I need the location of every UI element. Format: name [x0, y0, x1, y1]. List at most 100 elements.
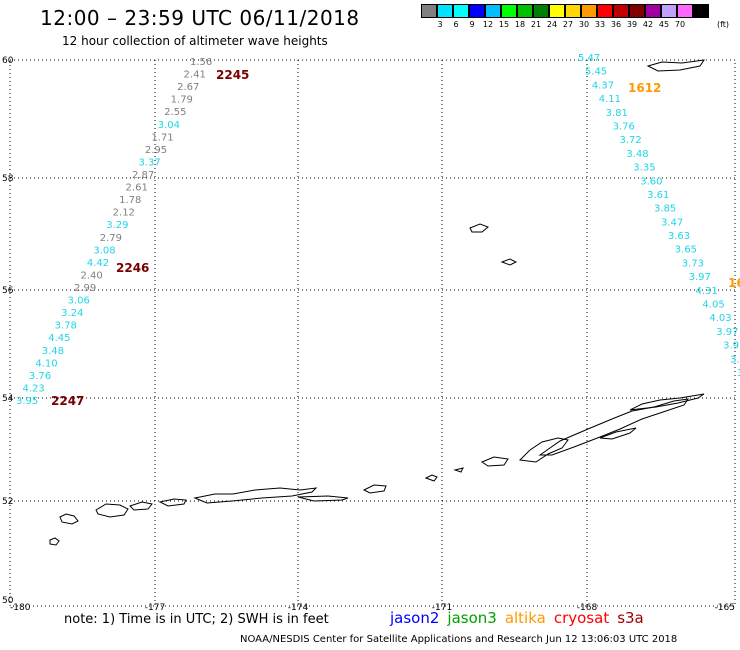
time-label: 16	[728, 276, 740, 290]
color-legend-label: 3	[437, 20, 443, 29]
wave-height-value: 1.78	[119, 195, 141, 206]
wave-height-value: 3.61	[647, 190, 669, 201]
wave-height-value: 3.60	[640, 176, 662, 187]
color-legend-label: 9	[469, 20, 475, 29]
color-swatch	[501, 4, 517, 18]
wave-height-value: 4.31	[696, 286, 718, 297]
color-swatch	[629, 4, 645, 18]
wave-height-value: 3.76	[613, 121, 635, 132]
time-labels: 2245 2246 2247 1612 16	[51, 68, 740, 408]
wave-height-value: 3.85	[654, 204, 676, 215]
wave-height-value: 4.05	[702, 300, 724, 311]
color-swatch	[517, 4, 533, 18]
color-legend-label: 33	[594, 20, 606, 29]
satellite-name: jason2	[390, 609, 440, 627]
color-legend-label: 70	[674, 20, 686, 29]
wave-height-value: 2.55	[164, 107, 186, 118]
longitude-label: -171	[432, 603, 452, 613]
wave-height-value: 3.97	[689, 272, 711, 283]
color-legend-swatches	[421, 4, 709, 18]
wave-height-value: 4.37	[592, 80, 614, 91]
longitude-label: -180	[10, 603, 31, 613]
wave-height-value: 3.65	[675, 245, 697, 256]
wave-height-value: 3.35	[633, 163, 655, 174]
wave-height-value: 3.04	[158, 120, 180, 131]
wave-height-value: 3.97	[716, 327, 738, 338]
color-legend-label: 6	[453, 20, 459, 29]
wave-height-value: 3.72	[619, 135, 641, 146]
color-legend-label: 12	[482, 20, 494, 29]
wave-height-value: 2.67	[177, 82, 199, 93]
color-swatch	[485, 4, 501, 18]
wave-height-value: 3.73	[682, 258, 704, 269]
coastline	[49, 59, 706, 546]
wave-height-value: 4.23	[22, 383, 44, 394]
color-legend-label: 27	[562, 20, 574, 29]
color-swatch	[613, 4, 629, 18]
wave-height-value: 3.95	[16, 396, 38, 407]
wave-height-value: 4.03	[709, 313, 731, 324]
color-legend-label: 18	[514, 20, 526, 29]
color-swatch	[453, 4, 469, 18]
color-swatch	[677, 4, 693, 18]
wave-height-value: 1.56	[190, 57, 212, 68]
longitude-label: -177	[145, 603, 165, 613]
latitude-label: 60	[2, 56, 14, 66]
wave-height-value: 2.87	[132, 170, 154, 181]
wave-height-value: 3.63	[668, 231, 690, 242]
wave-height-value: 3.76	[29, 371, 51, 382]
wave-height-value: 2.12	[113, 208, 135, 219]
color-legend-label: 15	[498, 20, 510, 29]
graticule	[9, 59, 736, 607]
longitude-label: -174	[288, 603, 309, 613]
satellite-name: s3a	[617, 609, 644, 627]
color-legend-label: 39	[626, 20, 638, 29]
axis-labels: 60 58 56 54 52 50-180 -177 -174 -171 -168 -165	[2, 56, 735, 613]
time-label: 2246	[116, 261, 149, 275]
time-label: 2247	[51, 394, 84, 408]
wave-height-value: 3.48	[42, 346, 64, 357]
wave-height-value: 2.79	[100, 233, 122, 244]
latitude-label: 54	[2, 394, 14, 404]
color-legend-label: 24	[546, 20, 558, 29]
color-swatch	[549, 4, 565, 18]
satellite-track-west: 1.56 2.412.67 1.792.55 3.041.71 2.953.37 2.87…	[16, 57, 212, 407]
color-swatch	[693, 4, 709, 18]
wave-height-value: 3.48	[626, 149, 648, 160]
wave-height-value: 2.95	[145, 145, 167, 156]
color-swatch	[533, 4, 549, 18]
wave-height-value: 3.08	[93, 245, 115, 256]
wave-height-value: 2.61	[126, 183, 148, 194]
color-swatch	[597, 4, 613, 18]
color-legend-labels: 3 6 9 12 15 18 21 24 27 30 33 36 39 42 45 70	[421, 18, 709, 30]
wave-height-value: 1.71	[151, 132, 173, 143]
color-swatch	[661, 4, 677, 18]
latitude-label: 52	[2, 497, 13, 507]
wave-height-value: 4.42	[87, 258, 109, 269]
latitude-label: 56	[2, 286, 14, 296]
page-title: 12:00 – 23:59 UTC 06/11/2018	[40, 6, 360, 30]
wave-height-value: 3.9	[723, 341, 739, 352]
color-legend-label: 36	[610, 20, 622, 29]
wave-height-value: 5.47	[578, 53, 600, 64]
wave-height-value: 3.37	[138, 157, 160, 168]
wave-height-value: 4.45	[48, 333, 70, 344]
credit-line: NOAA/NESDIS Center for Satellite Applica…	[240, 634, 678, 645]
satellite-name: altika	[504, 609, 546, 627]
time-label: 2245	[216, 68, 249, 82]
longitude-label: -168	[577, 603, 598, 613]
latitude-label: 58	[2, 174, 14, 184]
footer-note: note: 1) Time is in UTC; 2) SWH is in fe…	[64, 612, 329, 627]
color-legend: 3 6 9 12 15 18 21 24 27 30 33 36 39 42 45 70 (ft)	[421, 4, 729, 30]
satellite-track-east: 5.47 5.45 4.37 4.11 3.81 3.76 3.72 3.48 3.35 3.60…	[578, 53, 740, 379]
color-legend-label: 42	[642, 20, 654, 29]
wave-height-value: 2.99	[74, 283, 96, 294]
page-subtitle: 12 hour collection of altimeter wave hei…	[62, 34, 328, 48]
wave-height-value: 3	[737, 368, 740, 379]
wave-height-value: 3.24	[61, 308, 83, 319]
longitude-label: -165	[715, 603, 735, 613]
wave-height-value: 2.40	[80, 270, 102, 281]
latitude-label: 50	[2, 596, 14, 606]
color-swatch	[469, 4, 485, 18]
